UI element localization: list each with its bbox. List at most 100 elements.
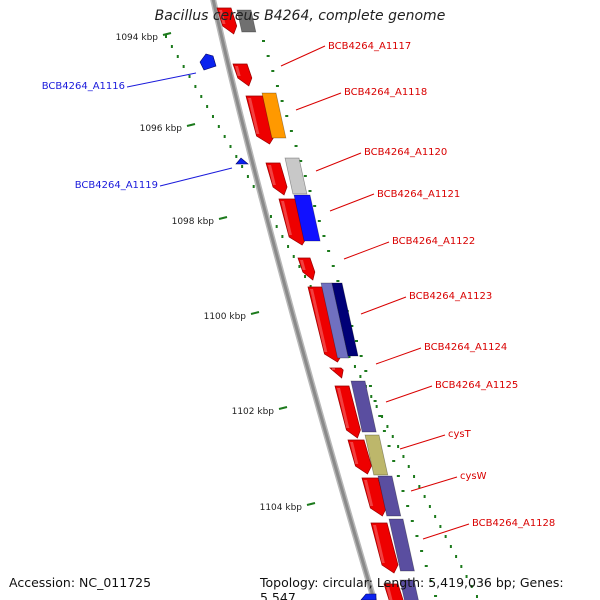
gene-highlight [235, 66, 241, 76]
tick-dot [206, 105, 209, 108]
cog-bar [399, 579, 419, 600]
gene-highlight [332, 368, 335, 370]
cog-bar [293, 194, 321, 242]
tick-dot [378, 415, 382, 417]
tick-dot [317, 220, 321, 222]
label-layer: BCB4264_A1116 BCB4264_A1117 BCB4264_A1118 B… [42, 41, 555, 540]
tick-dot [370, 395, 373, 398]
tick-dot [364, 370, 368, 372]
cog-bar-partial [236, 9, 257, 33]
tick-dot [262, 40, 265, 42]
gene-highlight [268, 165, 276, 185]
gene-highlight [373, 525, 385, 563]
tick-dot [308, 190, 312, 192]
tick-dot [182, 65, 185, 68]
tick-dot [386, 425, 389, 428]
tick-dot [336, 280, 340, 282]
tick-dot [252, 185, 255, 188]
tick-dot [434, 515, 437, 518]
tick-label: 1102 kbp [232, 407, 275, 417]
gene-leader-line [399, 434, 446, 450]
cog-bar [320, 282, 349, 359]
tick-dot [406, 505, 410, 507]
tick-dot [287, 245, 290, 248]
tick-dot [223, 135, 226, 138]
gene-arrow [245, 95, 275, 145]
gene-leader-line [385, 385, 433, 403]
backbone-layer [210, 0, 378, 600]
tick-dot [439, 525, 442, 528]
tick-dot [465, 575, 468, 578]
gene-highlight [248, 98, 260, 134]
gene-arrow [265, 162, 288, 196]
tick-dot [401, 490, 405, 492]
tick-dot [407, 465, 410, 468]
gene-leader-line [329, 193, 375, 212]
tick-dot [217, 125, 220, 128]
gene-arrow [334, 385, 361, 439]
gene-label: BCB4264_A1128 [472, 518, 555, 529]
tick-label: 1096 kbp [140, 124, 183, 134]
tick-dot [275, 85, 279, 87]
tick-dot [434, 595, 438, 597]
tick-dot [281, 235, 284, 238]
tick-dot [188, 75, 191, 78]
gene-leader-line [159, 167, 233, 187]
cog-bar [284, 157, 308, 195]
tick-label: 1104 kbp [260, 503, 303, 513]
gene-highlight [350, 442, 359, 464]
tick-dot [241, 165, 244, 168]
tick-dot [455, 555, 458, 558]
tick-dot [359, 375, 362, 378]
gene-arrow-reverse [360, 593, 377, 600]
major-tick-mark [306, 502, 316, 506]
tick-dot [285, 115, 289, 117]
tick-dot [420, 550, 424, 552]
gene-leader-line [280, 45, 326, 67]
gene-arrow [361, 477, 387, 517]
cog-bar [377, 475, 402, 517]
tick-dot [424, 565, 428, 567]
gene-arrow [347, 439, 372, 475]
tick-dot [165, 35, 167, 38]
major-tick-mark [218, 216, 228, 220]
genome-backbone [211, 0, 376, 600]
gene-arrow [370, 522, 399, 574]
tick-dot [423, 495, 426, 498]
gene-highlight [300, 260, 306, 270]
tick-label: 1098 kbp [172, 217, 215, 227]
tick-dot [211, 115, 214, 118]
tick-dot [322, 235, 326, 237]
tick-dot [460, 565, 463, 568]
tick-dot [355, 340, 358, 342]
major-tick-mark [186, 123, 196, 127]
tick-dot [235, 155, 238, 158]
major-tick-mark [250, 311, 260, 315]
tick-dot [415, 535, 419, 537]
tick-layer: 1094 kbp 1096 kbp 1098 kbp 1100 kbp 1102 kbp… [116, 32, 478, 598]
tick-dot [348, 355, 351, 358]
tick-dot [313, 205, 317, 207]
tick-dot [444, 535, 447, 538]
cog-bar [331, 282, 359, 357]
gene-leader-line [126, 72, 197, 88]
gene-highlight [219, 10, 226, 24]
tick-dot [418, 485, 421, 488]
gene-label: BCB4264_A1125 [435, 380, 518, 391]
cog-bar [261, 92, 287, 139]
tick-dot [271, 70, 275, 72]
tick-dot [353, 365, 356, 368]
tick-dot [429, 580, 433, 582]
tick-dot [397, 445, 400, 448]
gene-highlight [281, 201, 292, 235]
tick-dot [373, 400, 377, 402]
tick-dot [359, 355, 363, 357]
tick-dot [382, 430, 386, 432]
gene-leader-line [315, 152, 362, 172]
gene-label: BCB4264_A1121 [377, 189, 460, 200]
tick-dot [275, 225, 278, 228]
gene-leader-line [375, 347, 422, 365]
gene-arrow [297, 257, 316, 281]
